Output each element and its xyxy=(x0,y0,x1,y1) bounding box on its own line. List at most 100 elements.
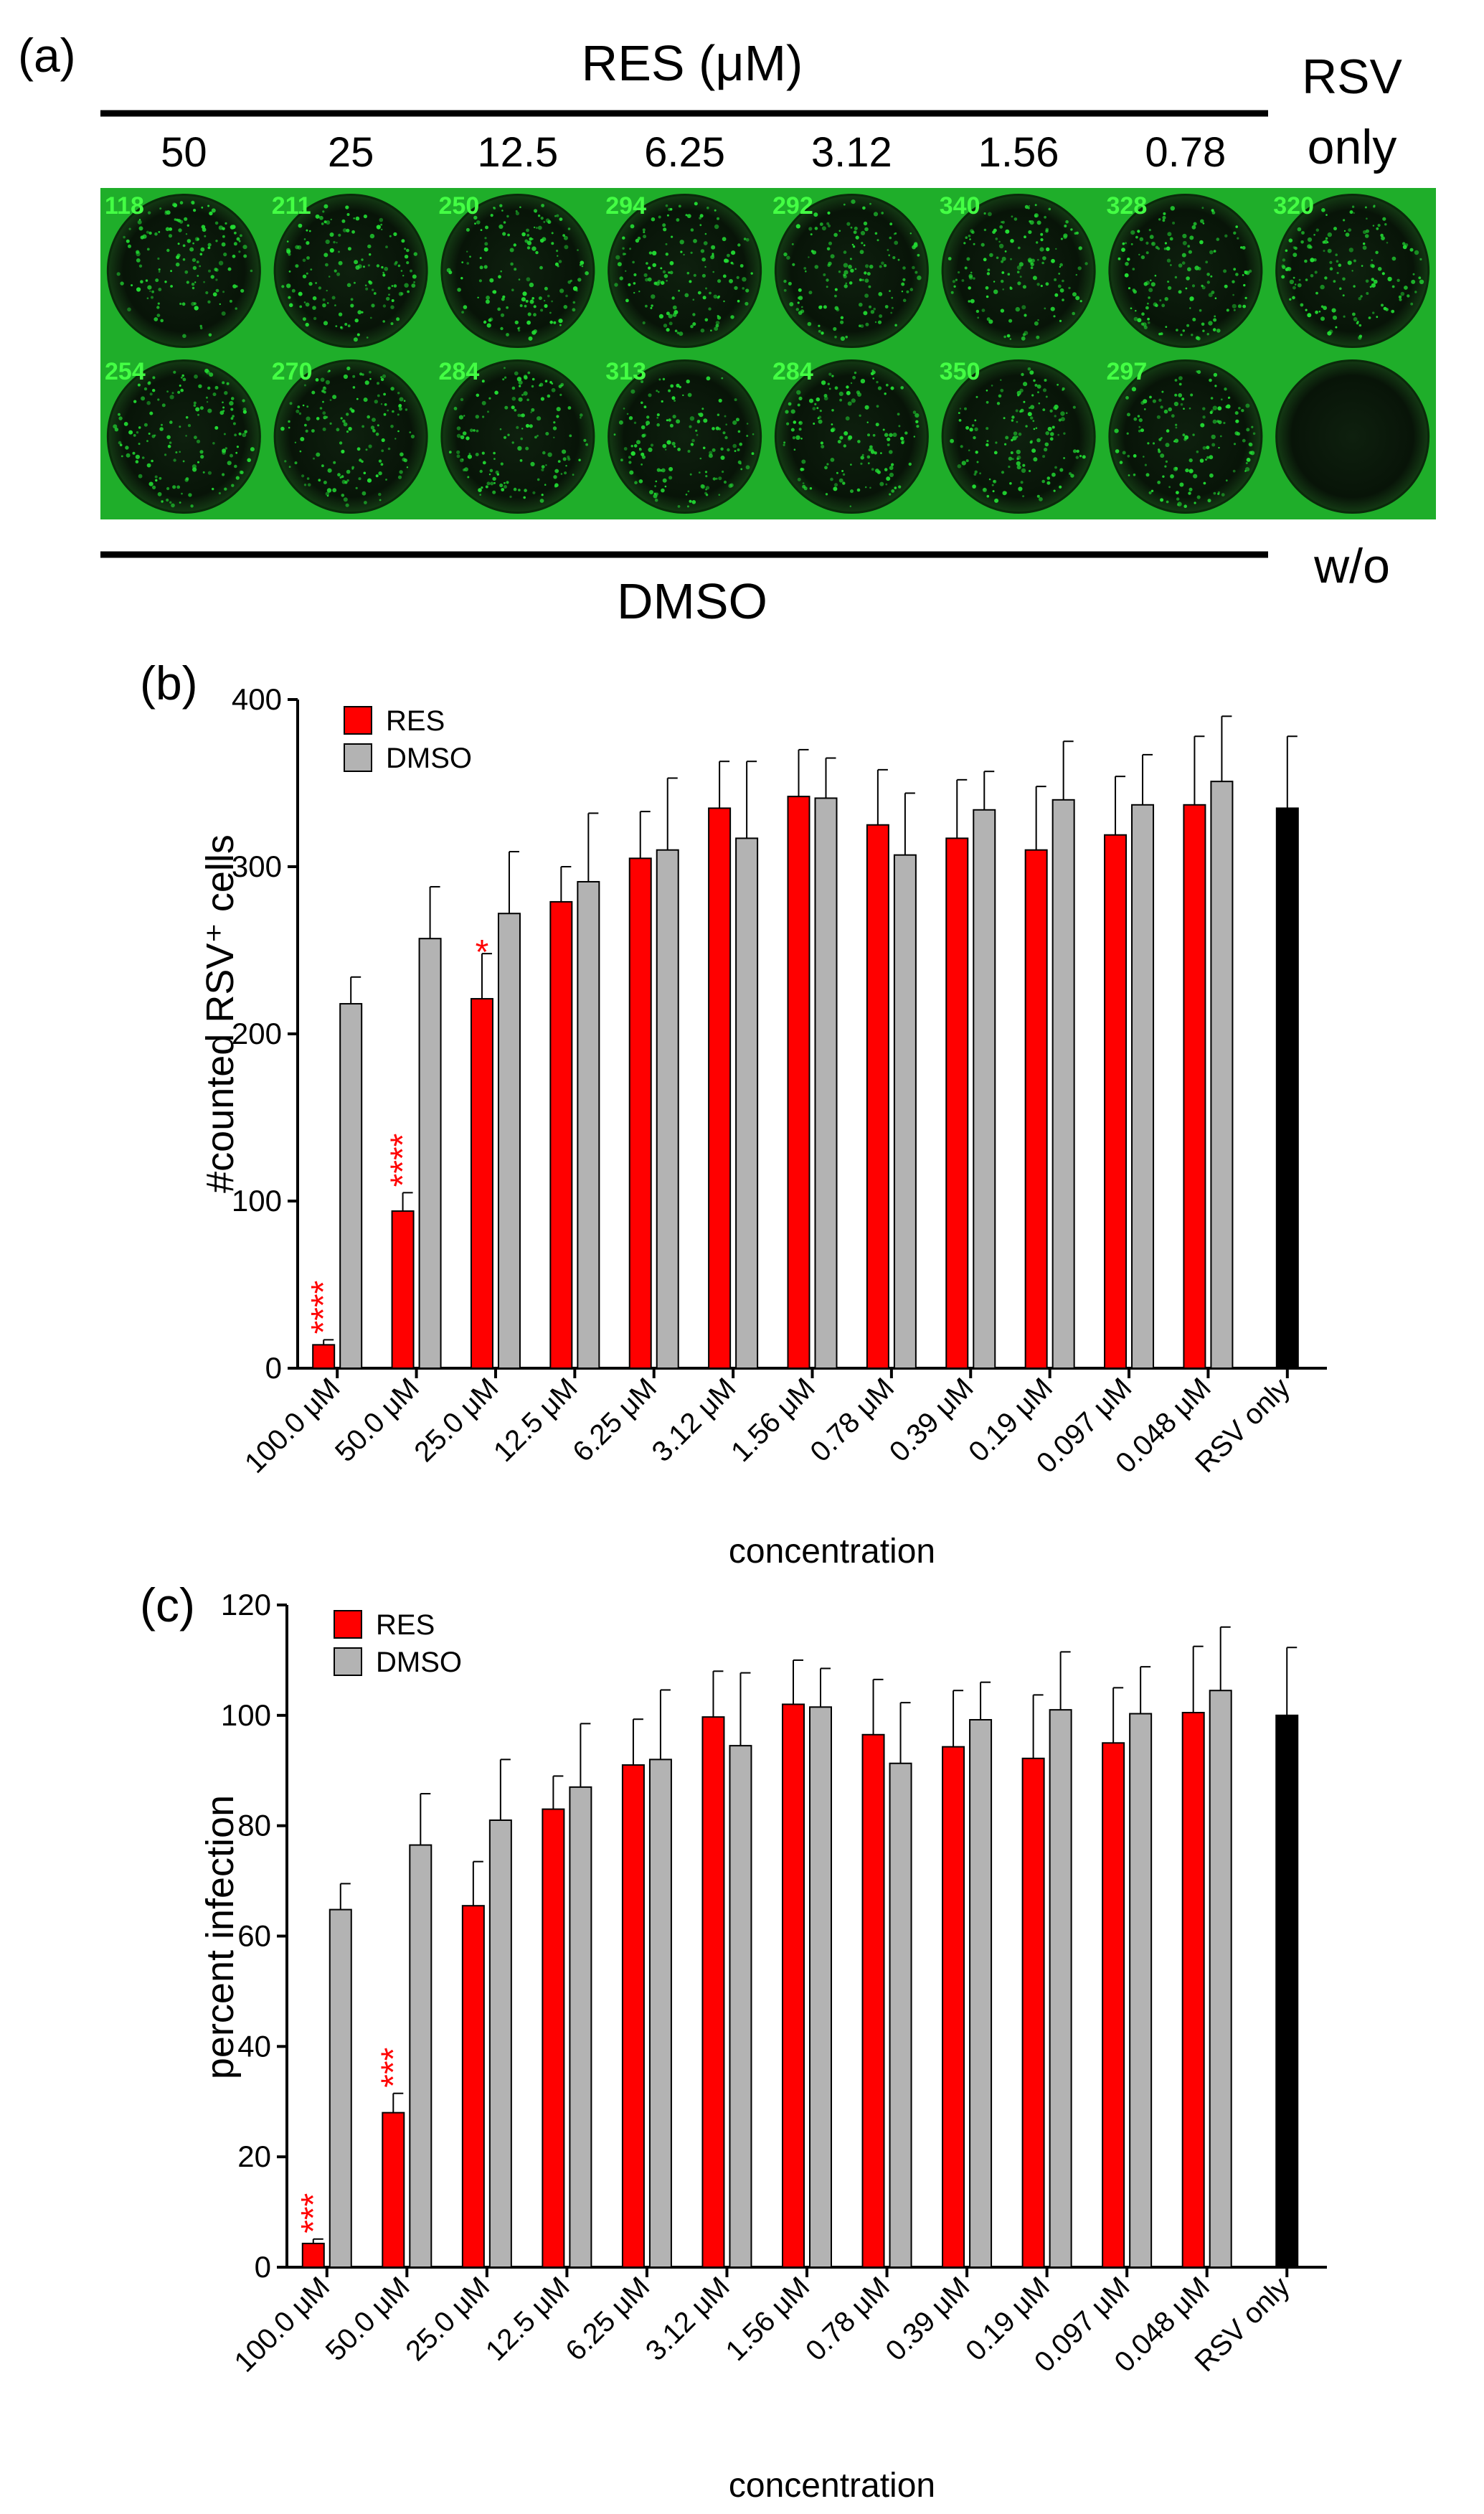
fluorescent-cell xyxy=(1036,241,1039,244)
fluorescent-cell xyxy=(572,474,575,476)
fluorescent-cell xyxy=(1127,258,1130,261)
fluorescent-cell xyxy=(302,274,307,278)
well: 340 xyxy=(940,192,1096,348)
fluorescent-cell xyxy=(1233,231,1237,235)
fluorescent-cell xyxy=(838,270,841,273)
fluorescent-cell xyxy=(686,505,689,508)
fluorescent-cell xyxy=(194,375,198,379)
fluorescent-cell xyxy=(1130,243,1133,245)
fluorescent-cell xyxy=(959,408,962,410)
fluorescent-cell xyxy=(530,411,532,413)
fluorescent-cell xyxy=(200,455,204,459)
fluorescent-cell xyxy=(1137,415,1140,418)
y-tick-label: 0 xyxy=(265,1351,282,1385)
fluorescent-cell xyxy=(1208,293,1213,298)
x-tick-label: 100.0 μM xyxy=(229,2271,336,2378)
fluorescent-cell xyxy=(478,279,483,283)
fluorescent-cell xyxy=(1079,300,1082,303)
x-tick-label: 50.0 μM xyxy=(329,1372,425,1468)
fluorescent-cell xyxy=(838,391,843,397)
fluorescent-cell xyxy=(396,317,400,321)
fluorescent-cell xyxy=(717,316,722,320)
fluorescent-cell xyxy=(355,486,358,489)
fluorescent-cell xyxy=(521,232,526,237)
fluorescent-cell xyxy=(830,428,835,433)
fluorescent-cell xyxy=(306,477,310,480)
fluorescent-cell xyxy=(1213,372,1218,377)
fluorescent-cell xyxy=(390,322,394,326)
fluorescent-cell xyxy=(1205,458,1207,461)
fluorescent-cell xyxy=(487,410,489,413)
fluorescent-cell xyxy=(717,296,720,299)
fluorescent-cell xyxy=(1289,298,1292,301)
fluorescent-cell xyxy=(533,313,537,317)
fluorescent-cell xyxy=(655,480,658,483)
fluorescent-cell xyxy=(492,490,496,494)
bar-dmso xyxy=(648,1759,672,2269)
bar-res xyxy=(461,1905,485,2268)
fluorescent-cell xyxy=(181,302,186,306)
fluorescent-cell xyxy=(859,414,861,417)
fluorescent-cell xyxy=(783,441,786,444)
fluorescent-cell xyxy=(322,303,326,308)
well-circle xyxy=(273,359,428,514)
fluorescent-cell xyxy=(1384,223,1387,226)
fluorescent-cell xyxy=(138,264,143,268)
fluorescent-cell xyxy=(1137,230,1140,233)
fluorescent-cell xyxy=(480,229,483,231)
fluorescent-cell xyxy=(342,228,347,232)
fluorescent-cell xyxy=(518,380,523,385)
fluorescent-cell xyxy=(869,445,873,449)
fluorescent-cell xyxy=(378,459,382,463)
fluorescent-cell xyxy=(666,328,670,332)
fluorescent-cell xyxy=(381,228,383,231)
fluorescent-cell xyxy=(307,483,311,487)
fluorescent-cell xyxy=(398,407,402,411)
fluorescent-cell xyxy=(1380,233,1384,237)
fluorescent-cell xyxy=(1035,427,1038,429)
fluorescent-cell xyxy=(1009,482,1012,485)
fluorescent-cell xyxy=(1286,266,1290,270)
fluorescent-cell xyxy=(1051,472,1056,477)
fluorescent-cell xyxy=(968,273,973,278)
fluorescent-cell xyxy=(509,495,512,499)
fluorescent-cell xyxy=(862,206,866,210)
fluorescent-cell xyxy=(1125,242,1127,245)
fluorescent-cell xyxy=(783,288,787,292)
fluorescent-cell xyxy=(461,458,464,461)
fluorescent-cell xyxy=(1168,407,1172,412)
fluorescent-cell xyxy=(1314,270,1318,274)
bar-dmso xyxy=(814,797,838,1369)
fluorescent-cell xyxy=(1021,336,1026,341)
fluorescent-cell xyxy=(713,294,718,299)
fluorescent-cell xyxy=(1051,258,1055,263)
fluorescent-cell xyxy=(541,465,545,469)
fluorescent-cell xyxy=(1310,258,1315,263)
fluorescent-cell xyxy=(814,227,818,230)
fluorescent-cell xyxy=(877,320,882,324)
fluorescent-cell xyxy=(1214,385,1217,387)
fluorescent-cell xyxy=(195,407,200,412)
fluorescent-cell xyxy=(1166,258,1171,263)
fluorescent-cell xyxy=(328,369,331,372)
fluorescent-cell xyxy=(843,431,849,436)
fluorescent-cell xyxy=(380,463,384,466)
fluorescent-cell xyxy=(836,471,838,474)
fluorescent-cell xyxy=(1221,493,1225,496)
fluorescent-cell xyxy=(1325,214,1328,216)
fluorescent-cell xyxy=(851,243,854,246)
fluorescent-cell xyxy=(126,453,131,458)
fluorescent-cell xyxy=(1072,405,1076,409)
fluorescent-cell xyxy=(517,329,521,332)
fluorescent-cell xyxy=(958,271,960,274)
fluorescent-cell xyxy=(874,232,878,235)
fluorescent-cell xyxy=(915,420,919,423)
fluorescent-cell xyxy=(493,481,496,484)
fluorescent-cell xyxy=(783,279,787,283)
fluorescent-cell xyxy=(1016,420,1019,423)
fluorescent-cell xyxy=(359,458,362,462)
fluorescent-cell xyxy=(643,273,648,278)
fluorescent-cell xyxy=(1023,400,1026,403)
fluorescent-cell xyxy=(1333,280,1336,283)
fluorescent-cell xyxy=(565,465,567,467)
